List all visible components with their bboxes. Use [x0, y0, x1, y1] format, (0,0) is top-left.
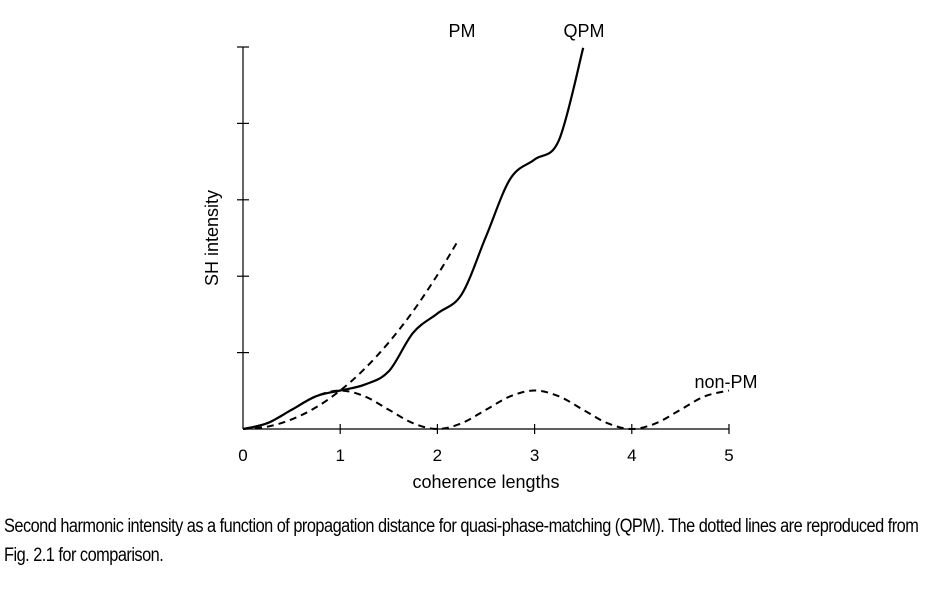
axes — [237, 46, 730, 434]
x-tick-label: 2 — [433, 446, 442, 465]
x-tick-label: 4 — [627, 446, 636, 465]
labels: 0 1 2 3 4 5 coherence lengths SH intensity PM QPM… — [202, 21, 758, 492]
x-tick-label: 1 — [335, 446, 344, 465]
sh-intensity-chart: 0 1 2 3 4 5 coherence lengths SH intensity PM QPM… — [202, 21, 758, 492]
series-label-non-pm: non-PM — [694, 372, 757, 392]
x-tick-label: 3 — [530, 446, 539, 465]
series-line-pm — [242, 242, 458, 430]
x-tick-label: 0 — [238, 446, 247, 465]
series-line-qpm — [242, 47, 585, 431]
x-tick-label: 5 — [724, 446, 733, 465]
series-lines — [242, 47, 730, 431]
series-label-qpm: QPM — [563, 21, 604, 41]
figure-caption: Second harmonic intensity as a function … — [4, 516, 919, 566]
x-axis-title: coherence lengths — [412, 472, 559, 492]
y-axis-title: SH intensity — [202, 190, 222, 286]
series-line-non-pm — [242, 389, 730, 431]
series-label-pm: PM — [449, 21, 476, 41]
